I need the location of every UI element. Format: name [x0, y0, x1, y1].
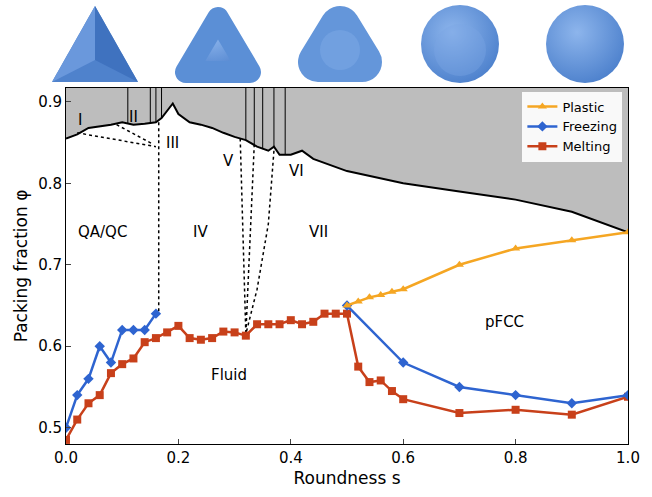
svg-text:0.6: 0.6	[38, 337, 62, 355]
svg-text:IV: IV	[193, 223, 208, 241]
svg-text:Packing fraction φ: Packing fraction φ	[11, 190, 31, 343]
svg-text:0.5: 0.5	[38, 419, 62, 437]
svg-text:QA/QC: QA/QC	[78, 223, 127, 241]
svg-text:Roundness s: Roundness s	[294, 468, 401, 488]
svg-text:0.9: 0.9	[38, 93, 62, 111]
svg-text:V: V	[223, 152, 234, 170]
svg-text:0.2: 0.2	[166, 449, 190, 467]
svg-text:1.0: 1.0	[616, 449, 640, 467]
svg-text:Fluid: Fluid	[211, 366, 247, 384]
svg-text:0.7: 0.7	[38, 256, 62, 274]
svg-text:Melting: Melting	[562, 139, 610, 154]
svg-text:0.6: 0.6	[391, 449, 415, 467]
svg-text:0.0: 0.0	[54, 449, 78, 467]
svg-text:0.8: 0.8	[38, 175, 62, 193]
svg-text:III: III	[166, 134, 179, 152]
svg-text:II: II	[129, 108, 138, 126]
svg-text:I: I	[78, 111, 82, 129]
svg-text:0.8: 0.8	[504, 449, 528, 467]
svg-text:VI: VI	[289, 162, 304, 180]
svg-text:0.4: 0.4	[279, 449, 303, 467]
svg-text:Plastic: Plastic	[562, 100, 604, 115]
svg-text:Freezing: Freezing	[562, 119, 617, 134]
svg-text:VII: VII	[309, 223, 328, 241]
svg-text:pFCC: pFCC	[485, 313, 524, 331]
